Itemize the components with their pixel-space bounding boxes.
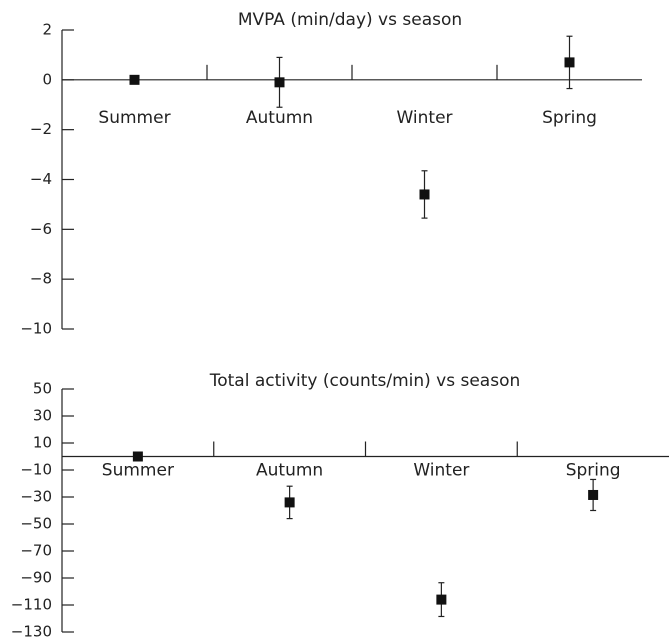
y-tick-label: −10	[20, 461, 52, 479]
point	[588, 489, 599, 500]
point	[132, 451, 143, 462]
y-tick-label: −70	[20, 542, 52, 560]
y-tick-label: −8	[30, 270, 52, 288]
y-tick-label: 2	[42, 21, 52, 39]
y-tick-label: −2	[30, 120, 52, 138]
y-tick-label: −110	[11, 596, 52, 614]
point	[274, 77, 285, 88]
point	[129, 74, 140, 85]
category-label: Summer	[102, 461, 174, 481]
chart-title: MVPA (min/day) vs season	[238, 10, 462, 30]
chart-title: Total activity (counts/min) vs season	[209, 371, 521, 391]
y-tick-label: 10	[33, 434, 52, 452]
y-tick-label: 50	[33, 380, 52, 398]
category-label: Autumn	[246, 108, 313, 128]
y-tick-label: −50	[20, 515, 52, 533]
y-tick-label: 30	[33, 407, 52, 425]
category-label: Autumn	[256, 461, 323, 481]
category-label: Spring	[542, 108, 597, 128]
y-tick-label: −130	[11, 623, 52, 640]
y-tick-label: −6	[30, 220, 52, 238]
point	[564, 57, 575, 68]
y-tick-label: −30	[20, 488, 52, 506]
point	[419, 189, 430, 200]
y-tick-label: −10	[20, 320, 52, 338]
y-tick-label: −4	[30, 170, 52, 188]
category-label: Winter	[413, 461, 469, 481]
category-label: Summer	[98, 108, 170, 128]
category-label: Spring	[566, 461, 621, 481]
point	[284, 497, 295, 508]
point	[436, 594, 447, 605]
category-label: Winter	[396, 108, 452, 128]
y-tick-label: 0	[42, 70, 52, 88]
y-tick-label: −90	[20, 569, 52, 587]
